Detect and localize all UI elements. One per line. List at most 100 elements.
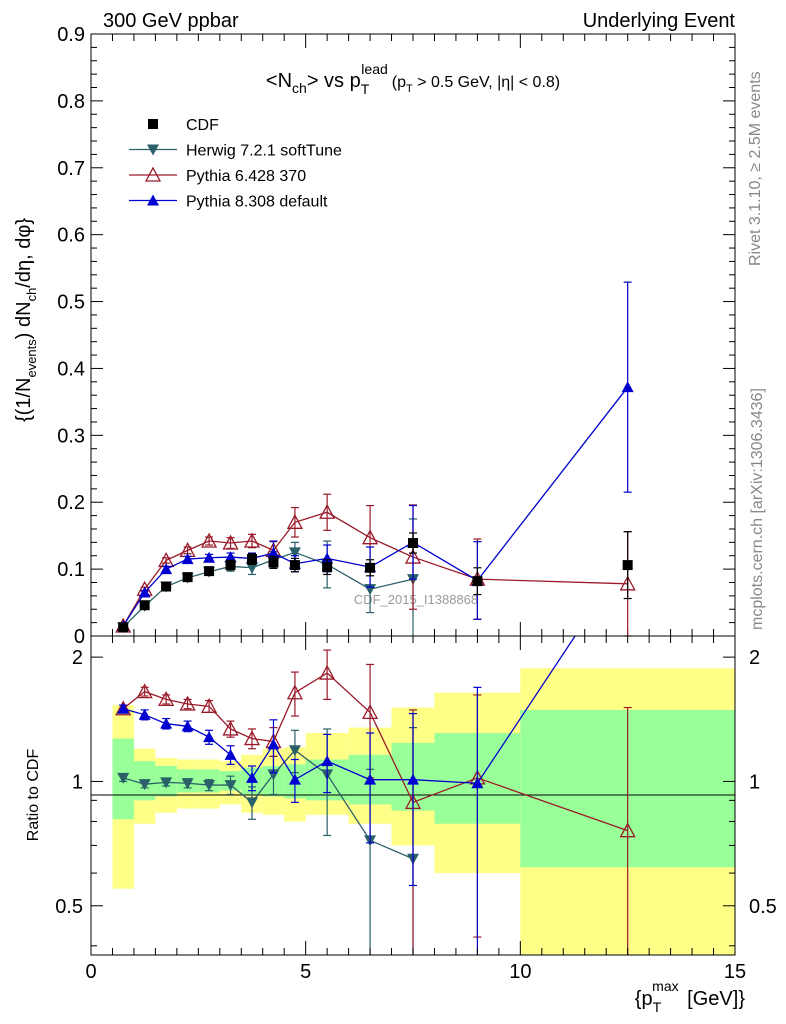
main-point	[204, 566, 215, 577]
ratio-point	[361, 703, 379, 719]
main-point	[322, 562, 333, 573]
main-ytick-label: 0.8	[57, 91, 85, 113]
ratio-point	[224, 748, 237, 760]
ratio-point	[267, 738, 280, 750]
main-point	[225, 560, 236, 571]
ratio-panel: 0.5 0.5 1 1 2 2 0 5 10 15	[55, 635, 777, 983]
main-point	[361, 529, 379, 545]
legend-label: Pythia 8.308 default	[186, 194, 328, 211]
ratio-point	[115, 700, 132, 716]
main-ytick-label: 0.1	[57, 559, 85, 581]
main-point	[118, 622, 129, 633]
header-left: 300 GeV ppbar	[103, 10, 239, 32]
ratio-series-line	[123, 749, 414, 860]
header-right: Underlying Event	[583, 10, 736, 32]
ratio-point	[160, 717, 173, 729]
main-point	[246, 562, 258, 574]
ratio-point	[246, 797, 258, 809]
ratio-point	[364, 773, 377, 785]
ratio-ytick-label: 2	[72, 647, 83, 669]
main-point	[621, 381, 634, 393]
ratio-point	[471, 777, 484, 789]
ratio-point	[286, 684, 304, 700]
main-series-line	[122, 386, 629, 627]
main-point	[321, 552, 334, 564]
main-point	[267, 547, 280, 559]
main-point	[243, 532, 261, 548]
main-point	[138, 586, 151, 598]
main-point	[408, 538, 418, 549]
ratio-point	[203, 731, 216, 743]
main-panel: 0 0.1 0.2 0.3 0.4 0.5 0.6 0.7 0.8 0.9 CDF_2015_I1…	[57, 24, 736, 648]
main-ytick-label: 0.6	[57, 225, 85, 247]
main-ytick-label: 0.9	[57, 24, 85, 46]
legend-marker	[147, 144, 159, 156]
ratio-point	[246, 771, 258, 783]
main-point	[365, 562, 376, 573]
main-ytick-label: 0	[74, 626, 85, 648]
legend-entry: Pythia 6.428 370	[129, 166, 306, 185]
ratio-point	[288, 773, 301, 785]
ratio-point	[138, 708, 151, 720]
ratio-point	[138, 779, 151, 791]
ratio-ytick-label: 1	[72, 771, 83, 793]
main-series-1	[115, 493, 636, 637]
main-series-2	[117, 281, 634, 631]
ratio-point	[407, 773, 419, 785]
main-ylabel: {(1/Nevents) dNch/dη, dφ}	[13, 218, 39, 422]
ratio-xtick-label: 10	[509, 961, 531, 983]
main-ytick-label: 0.4	[57, 358, 85, 380]
main-point	[224, 551, 237, 563]
main-series-3	[118, 531, 633, 633]
main-point	[181, 553, 194, 565]
legend-label: CDF	[186, 117, 219, 134]
ratio-point	[117, 702, 130, 714]
main-point	[289, 560, 300, 571]
ratio-ytick-label: 0.5	[55, 896, 83, 918]
ratio-ytick-label-right: 0.5	[749, 896, 777, 918]
legend-marker	[148, 119, 158, 129]
main-ytick-label: 0.2	[57, 492, 85, 514]
ratio-point	[222, 720, 239, 736]
ratio-series-2	[117, 636, 576, 955]
legend-label: Pythia 6.428 370	[186, 168, 306, 185]
ratio-point	[319, 664, 336, 680]
main-point	[203, 551, 216, 563]
ratio-point	[160, 777, 173, 789]
ratio-point	[117, 772, 130, 784]
main-ytick-label: 0.3	[57, 425, 85, 447]
ratio-point	[243, 730, 261, 746]
ratio-point	[179, 695, 196, 711]
main-point	[319, 503, 336, 519]
main-point	[222, 534, 239, 550]
main-point	[288, 547, 301, 559]
ratio-series-line	[123, 636, 576, 784]
legend: CDF Herwig 7.2.1 softTune Pythia 6.428 370…	[129, 117, 342, 211]
ratio-point	[181, 778, 194, 790]
ratio-point	[200, 697, 218, 713]
ratio-point	[203, 780, 216, 792]
ratio-xtick-label: 15	[724, 961, 746, 983]
main-ytick-label: 0.5	[57, 292, 85, 314]
legend-marker	[147, 194, 159, 206]
main-point	[622, 560, 633, 571]
ratio-point	[224, 780, 237, 792]
ratio-point	[288, 745, 301, 757]
legend-marker	[144, 166, 162, 182]
main-point	[286, 513, 304, 529]
main-point	[161, 581, 172, 592]
ratio-xtick-label: 5	[300, 961, 311, 983]
main-point	[268, 557, 279, 568]
main-point	[200, 532, 218, 548]
main-series-line	[122, 511, 628, 627]
mcplots-label: mcplots.cern.ch [arXiv:1306.3436]	[749, 388, 766, 630]
legend-label: Herwig 7.2.1 softTune	[186, 143, 342, 160]
ratio-point	[181, 720, 194, 732]
ratio-xtick-label: 0	[85, 961, 96, 983]
main-point	[472, 576, 483, 587]
ratio-xlabel: {pTmax [GeV]}	[635, 978, 746, 1015]
main-title: <Nch> vs pTlead(pT > 0.5 GeV, |η| < 0.8)	[266, 61, 560, 97]
ratio-point	[158, 691, 175, 707]
ratio-ytick-label-right: 2	[749, 647, 760, 669]
